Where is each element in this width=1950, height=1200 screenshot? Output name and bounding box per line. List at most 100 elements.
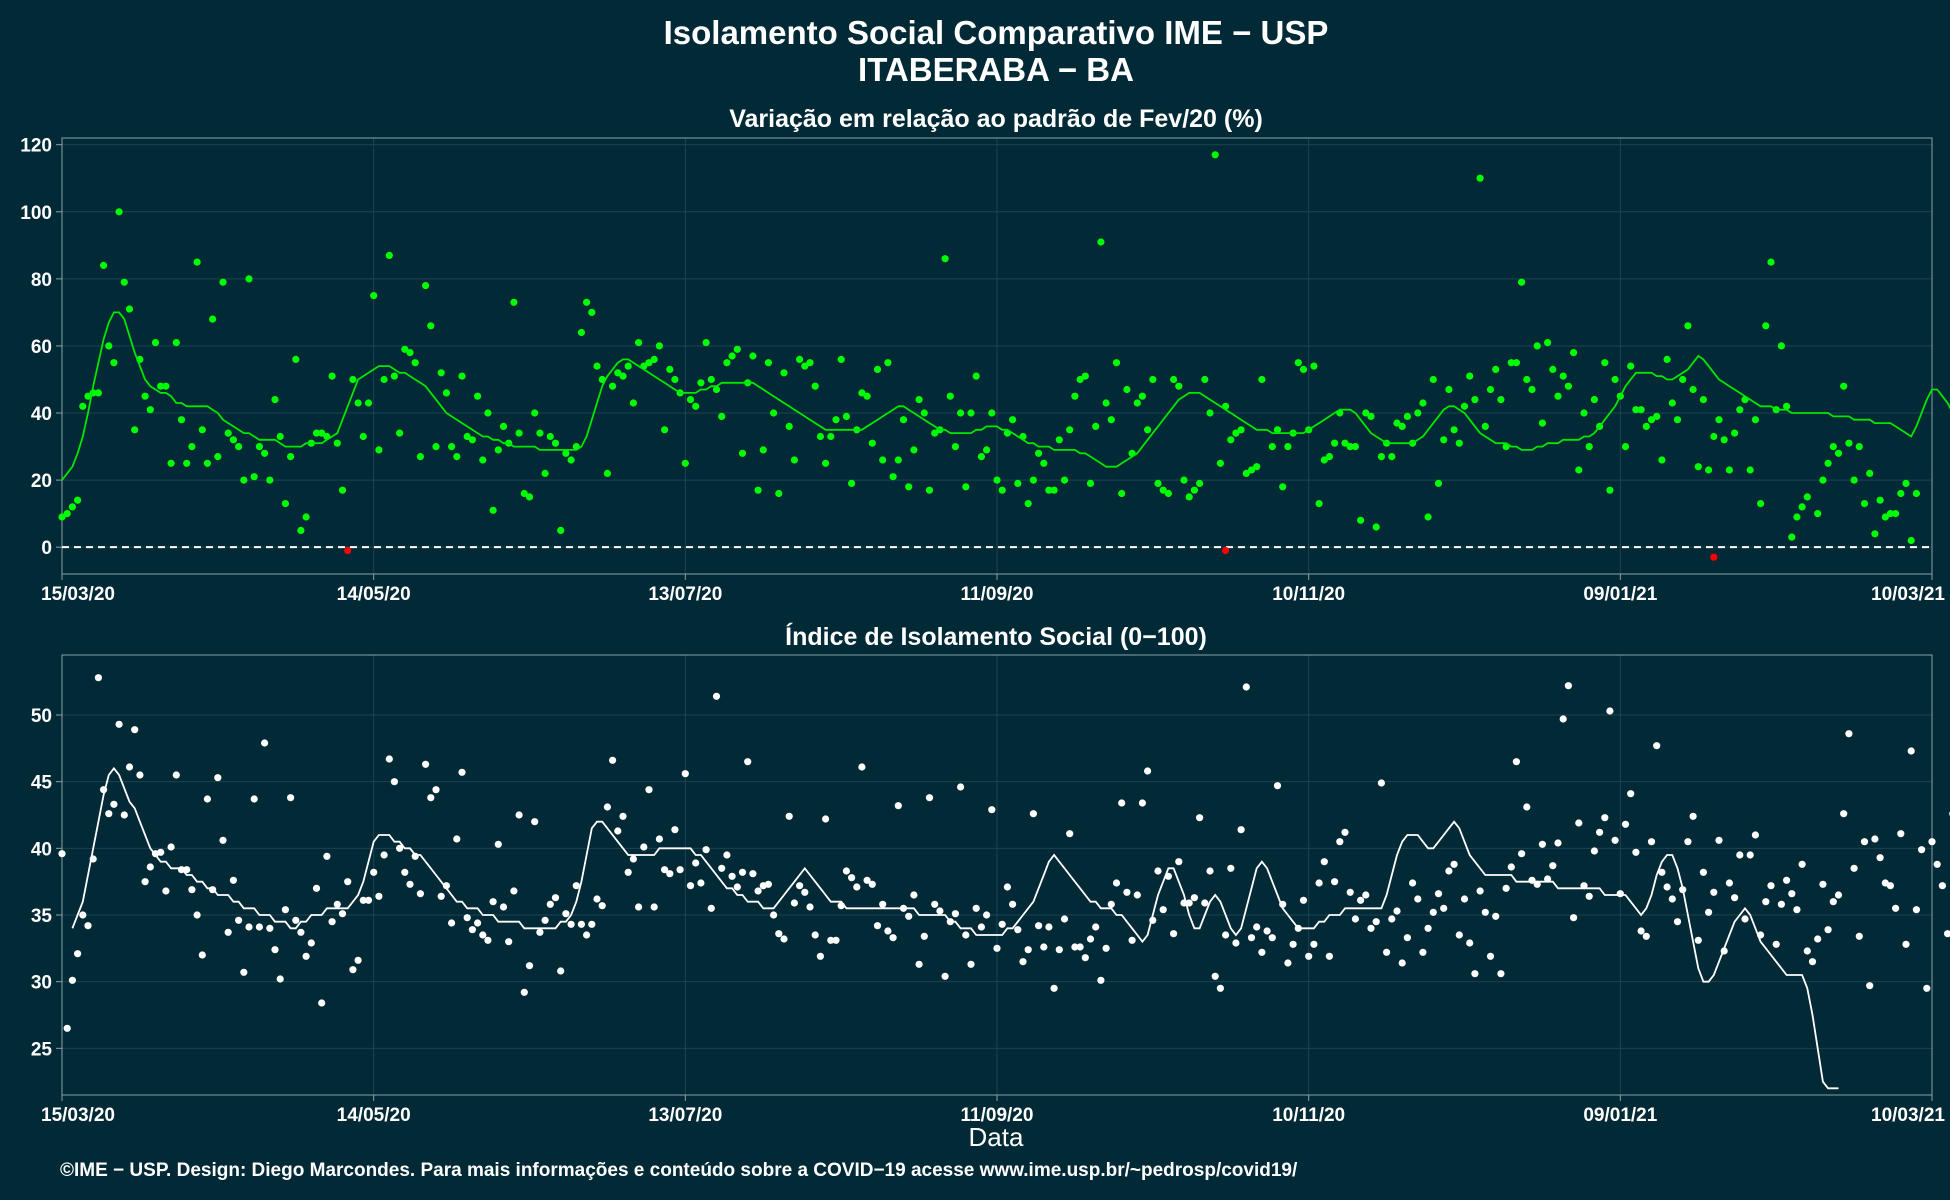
data-point <box>484 409 492 417</box>
data-point <box>1253 463 1261 471</box>
data-point <box>993 944 1001 952</box>
data-point <box>1585 443 1593 451</box>
data-point <box>697 379 705 387</box>
data-point <box>1357 896 1365 904</box>
data-point <box>1398 422 1406 430</box>
data-point <box>1694 936 1702 944</box>
data-point <box>1762 898 1770 906</box>
data-point <box>1798 860 1806 868</box>
data-point <box>1247 934 1256 942</box>
data-point <box>188 886 196 894</box>
data-point <box>1673 416 1682 424</box>
data-point <box>131 426 139 434</box>
data-point <box>905 912 913 920</box>
data-point <box>344 878 352 886</box>
y-tick-label: 120 <box>20 136 52 157</box>
data-point <box>489 506 497 514</box>
data-point <box>1601 359 1609 367</box>
data-point <box>1076 375 1084 384</box>
data-point <box>1351 915 1359 923</box>
y-tick-label: 100 <box>20 203 52 224</box>
data-point <box>614 369 622 377</box>
data-point <box>1315 500 1323 508</box>
data-point <box>427 322 435 330</box>
data-point <box>177 416 186 424</box>
data-point <box>1767 882 1775 890</box>
data-point <box>312 884 321 892</box>
data-point <box>546 432 554 441</box>
data-point <box>198 426 206 434</box>
data-point <box>588 920 596 928</box>
data-point <box>1824 459 1832 467</box>
data-point <box>401 868 409 876</box>
panel1-title: Variação em relação ao padrão de Fev/20 … <box>729 105 1263 133</box>
data-point <box>474 392 482 400</box>
data-point <box>879 900 887 908</box>
data-point <box>988 409 996 417</box>
data-point <box>1325 453 1333 461</box>
data-point <box>1715 416 1723 424</box>
data-point <box>531 818 539 826</box>
data-point <box>1627 790 1635 798</box>
data-point <box>1112 879 1121 887</box>
data-point <box>951 443 960 451</box>
data-point <box>1871 835 1879 843</box>
data-point <box>1419 399 1427 407</box>
data-point <box>1445 867 1453 875</box>
x-tick-label: 10/11/20 <box>1272 1105 1345 1126</box>
data-point <box>1310 362 1318 370</box>
data-point <box>583 298 591 306</box>
data-point <box>686 882 695 890</box>
data-point <box>1388 915 1396 923</box>
data-point <box>312 429 321 437</box>
data-point <box>827 936 835 944</box>
data-point <box>650 355 658 363</box>
data-point <box>172 771 180 779</box>
panel-index: 25 30 35 40 45 50 15/03/20 14/05/20 13/07/20 11/0… <box>31 654 1950 1126</box>
data-point <box>1518 850 1526 858</box>
data-point <box>1642 422 1650 430</box>
data-point <box>925 794 934 802</box>
data-point <box>281 906 289 914</box>
data-point <box>712 385 721 394</box>
data-point <box>858 763 866 771</box>
data-point <box>1684 838 1692 846</box>
data-point <box>1455 439 1463 447</box>
data-point <box>172 339 180 347</box>
data-point <box>598 902 606 910</box>
data-point <box>79 402 87 410</box>
data-point <box>1055 436 1063 444</box>
data-point <box>1196 479 1204 487</box>
data-point <box>733 883 741 891</box>
x-tick-label: 09/01/21 <box>1583 1105 1657 1126</box>
data-point <box>827 432 835 441</box>
data-point <box>292 355 300 363</box>
data-point <box>1118 489 1126 498</box>
data-point <box>832 416 840 424</box>
data-point <box>1149 375 1157 384</box>
data-point <box>686 396 695 404</box>
data-point <box>1206 867 1214 875</box>
data-point <box>1834 449 1843 457</box>
data-point <box>1133 399 1141 407</box>
data-point <box>1009 416 1017 424</box>
data-point <box>448 443 456 451</box>
data-point <box>863 876 871 884</box>
data-point <box>1112 359 1121 367</box>
data-point <box>915 960 923 968</box>
data-point <box>1902 479 1910 487</box>
data-point <box>551 439 560 447</box>
data-point <box>370 868 378 876</box>
data-point <box>1429 908 1437 916</box>
data-point <box>1481 908 1489 916</box>
data-point <box>157 848 165 856</box>
data-point <box>442 882 450 890</box>
data-point <box>333 439 341 447</box>
data-point <box>1918 846 1926 854</box>
data-point <box>235 443 243 451</box>
data-point <box>63 1024 71 1032</box>
data-point <box>1855 932 1863 940</box>
data-point <box>110 359 118 367</box>
data-point <box>588 308 596 316</box>
